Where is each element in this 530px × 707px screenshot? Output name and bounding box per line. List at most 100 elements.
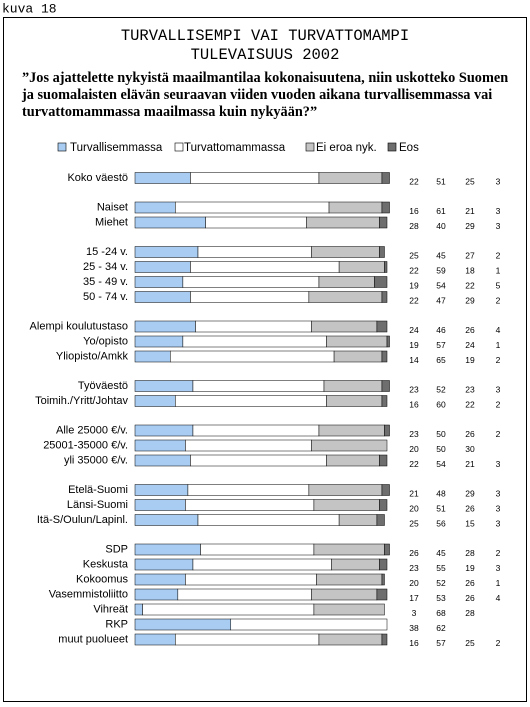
y-tick-label: Yliopisto/Amkk (56, 350, 129, 362)
bar-segment (134, 246, 199, 258)
value-label: 25 (409, 250, 419, 260)
y-tick-label: 15 -24 v. (86, 246, 128, 258)
y-tick-label: 50 - 74 v. (83, 291, 128, 303)
bar-segment (134, 261, 191, 273)
value-label: 46 (436, 325, 446, 335)
value-label: 23 (409, 429, 419, 439)
bar-segment (379, 558, 388, 571)
bar-segment (134, 543, 201, 556)
value-label: 24 (409, 325, 419, 335)
legend-label: Ei eroa nyk. (316, 142, 377, 154)
value-label: 18 (465, 265, 475, 275)
value-label: 26 (409, 548, 419, 558)
bar-segment (175, 395, 327, 407)
bar-segment (134, 603, 143, 616)
value-label: 4 (496, 325, 501, 335)
bar-segment (134, 276, 184, 288)
bar-segment (177, 588, 312, 601)
value-label: 29 (465, 295, 475, 305)
legend-swatch (57, 142, 67, 152)
value-label: 15 (465, 518, 475, 528)
value-label: 3 (496, 503, 501, 513)
value-label: 14 (409, 355, 419, 365)
y-tick-label: SDP (105, 543, 128, 555)
value-label: 22 (465, 280, 475, 290)
value-label: 25 (465, 638, 475, 648)
value-label: 2 (496, 250, 501, 260)
y-tick-label: 25001-35000 €/v. (43, 439, 128, 451)
bar-segment (381, 484, 390, 496)
y-tick-label: Yo/opisto (83, 335, 128, 347)
bar-segment (142, 603, 315, 616)
bar-segment (192, 380, 325, 392)
bar-segment (381, 201, 390, 214)
value-label: 16 (409, 399, 419, 409)
bar-segment (318, 276, 375, 288)
bar-segment (134, 335, 184, 348)
bar-segment (134, 618, 232, 631)
value-label: 20 (409, 444, 419, 454)
value-label: 50 (436, 429, 446, 439)
y-tick-label: Etelä-Suomi (68, 484, 128, 496)
value-label: 16 (409, 206, 419, 216)
value-label: 26 (465, 429, 475, 439)
bar-segment (134, 514, 199, 526)
value-label: 22 (409, 295, 419, 305)
y-tick-label: muut puolueet (58, 633, 128, 645)
value-label: 3 (496, 206, 501, 216)
legend-swatch (387, 142, 397, 152)
value-label: 59 (436, 265, 446, 275)
value-label: 17 (409, 593, 419, 603)
bar-segment (313, 543, 385, 556)
bar-segment (170, 350, 335, 363)
bar-segment (134, 558, 194, 571)
bar-segment (190, 291, 310, 303)
bar-segment (381, 573, 385, 586)
value-label: 23 (409, 384, 419, 394)
bar-segment (205, 216, 307, 229)
bar-segment (386, 335, 390, 348)
bar-segment (190, 261, 340, 273)
bar-segment (376, 514, 385, 526)
value-label: 53 (436, 593, 446, 603)
value-label: 22 (409, 265, 419, 275)
bar-segment (381, 350, 388, 363)
bar-segment (195, 320, 312, 333)
y-tick-label: Työväestö (78, 380, 128, 392)
value-label: 21 (465, 459, 475, 469)
bar-segment (134, 291, 191, 303)
bar-segment (311, 246, 380, 258)
value-label: 52 (436, 384, 446, 394)
value-label: 19 (465, 563, 475, 573)
y-tick-label: Kokoomus (76, 573, 128, 585)
bar-segment (134, 454, 191, 467)
value-label: 5 (496, 280, 501, 290)
value-label: 52 (436, 578, 446, 588)
bar-segment (192, 424, 320, 437)
bar-segment (134, 350, 171, 363)
bar-segment (197, 246, 312, 258)
bar-segment (311, 320, 378, 333)
bar-segment (381, 633, 388, 646)
bar-segment (308, 291, 383, 303)
value-label: 55 (436, 563, 446, 573)
bar-segment (331, 558, 380, 571)
y-tick-label: 25 - 34 v. (83, 261, 128, 273)
bar-segment (333, 350, 383, 363)
bar-segment (376, 588, 388, 601)
value-label: 3 (496, 221, 501, 231)
value-label: 26 (465, 578, 475, 588)
bar-segment (381, 395, 388, 407)
y-tick-label: yli 35000 €/v. (64, 454, 128, 466)
value-label: 3 (496, 384, 501, 394)
chart-title: TULEVAISUUS 2002 (191, 46, 340, 64)
bar-segment (379, 499, 388, 511)
bar-segment (200, 543, 315, 556)
bar-segment (316, 573, 383, 586)
value-label: 40 (436, 221, 446, 231)
value-label: 22 (465, 399, 475, 409)
chart-title: TURVALLISEMPI VAI TURVATTOMAMPI (121, 27, 409, 45)
value-label: 25 (465, 176, 475, 186)
bar-segment (326, 395, 383, 407)
bar-segment (134, 172, 191, 184)
